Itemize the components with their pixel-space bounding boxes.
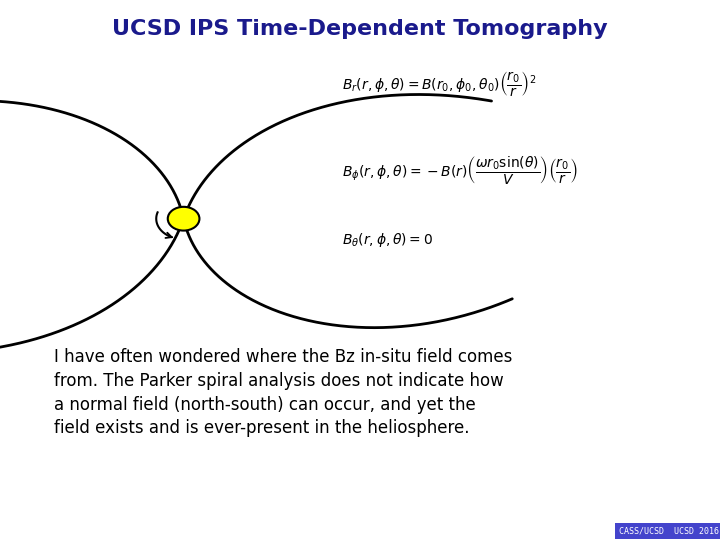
Text: $B_\phi(r, \phi, \theta) = -B(r)\left(\dfrac{\omega r_0 \sin(\theta)}{V}\right)\: $B_\phi(r, \phi, \theta) = -B(r)\left(\d…: [342, 154, 578, 186]
Text: CASS/UCSD  UCSD 2016: CASS/UCSD UCSD 2016: [618, 526, 719, 536]
Text: I have often wondered where the Bz in-situ field comes
from. The Parker spiral a: I have often wondered where the Bz in-si…: [54, 348, 513, 437]
Text: UCSD IPS Time-Dependent Tomography: UCSD IPS Time-Dependent Tomography: [112, 19, 608, 39]
Text: $B_\theta(r, \phi, \theta) = 0$: $B_\theta(r, \phi, \theta) = 0$: [342, 231, 433, 249]
Circle shape: [168, 207, 199, 231]
Text: $B_r(r, \phi, \theta) = B(r_0, \phi_0, \theta_0)\left(\dfrac{r_0}{r}\right)^2$: $B_r(r, \phi, \theta) = B(r_0, \phi_0, \…: [342, 69, 536, 98]
